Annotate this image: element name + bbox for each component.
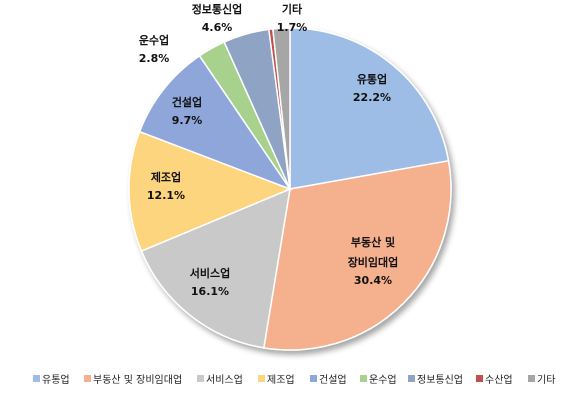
pie-slice-3 xyxy=(140,187,291,349)
legend-label-2: 부동산 및 장비임대업 xyxy=(93,373,182,386)
pie-slice-2 xyxy=(262,159,452,351)
legend-label-9: 기타 xyxy=(537,374,555,386)
legend-swatch-9 xyxy=(528,375,535,382)
slice-label-2-line-1: 부동산 및 xyxy=(351,235,395,249)
slice-label-5-line-1: 건설업 xyxy=(172,95,202,109)
legend-swatch-8 xyxy=(476,375,483,382)
slice-label-9-line-1: 기타 xyxy=(282,2,303,16)
slice-value-5: 9.7% xyxy=(172,114,203,127)
legend: 유통업 부동산 및 장비임대업 서비스업 제조업 건설업 운수업 정보통신업 수산업 기타 xyxy=(33,373,555,386)
pie-slice-1 xyxy=(289,27,450,190)
legend-swatch-4 xyxy=(258,375,265,382)
legend-swatch-7 xyxy=(408,375,415,382)
slice-value-1: 22.2% xyxy=(353,91,391,104)
legend-item-8: 수산업 xyxy=(476,373,513,386)
legend-swatch-3 xyxy=(197,375,204,382)
legend-item-6: 운수업 xyxy=(360,373,397,386)
pie-slices xyxy=(128,27,452,351)
legend-label-4: 제조업 xyxy=(267,373,295,386)
slice-label-2-line-2: 장비임대업 xyxy=(348,255,399,269)
legend-swatch-6 xyxy=(360,375,367,382)
legend-item-1: 유통업 xyxy=(33,373,70,386)
legend-swatch-5 xyxy=(310,375,317,382)
slice-value-6: 2.8% xyxy=(139,52,170,65)
legend-item-3: 서비스업 xyxy=(197,373,243,386)
legend-label-6: 운수업 xyxy=(369,373,397,386)
slice-value-3: 16.1% xyxy=(191,285,229,298)
slice-label-4-line-1: 제조업 xyxy=(151,170,181,184)
pie-slice-5 xyxy=(138,54,292,191)
legend-item-9: 기타 xyxy=(528,374,555,386)
slice-value-9: 1.7% xyxy=(277,21,308,34)
slice-value-2: 30.4% xyxy=(354,274,392,287)
legend-label-7: 정보통신업 xyxy=(417,373,463,386)
pie-slice-9 xyxy=(272,27,291,190)
legend-item-7: 정보통신업 xyxy=(408,373,463,386)
slice-value-4: 12.1% xyxy=(147,189,185,202)
slice-label-3-line-1: 서비스업 xyxy=(190,266,230,280)
legend-item-5: 건설업 xyxy=(310,373,347,386)
legend-item-4: 제조업 xyxy=(258,373,295,386)
slice-label-6-line-1: 운수업 xyxy=(139,34,169,47)
legend-swatch-1 xyxy=(33,375,40,382)
legend-label-5: 건설업 xyxy=(319,373,347,386)
legend-label-1: 유통업 xyxy=(42,373,70,386)
legend-label-8: 수산업 xyxy=(485,373,513,386)
slice-value-7: 4.6% xyxy=(202,21,233,34)
slice-label-7-line-1: 정보통신업 xyxy=(192,2,243,16)
legend-item-2: 부동산 및 장비임대업 xyxy=(84,373,182,386)
legend-label-3: 서비스업 xyxy=(206,373,243,386)
pie-slice-4 xyxy=(128,130,293,253)
slice-label-1-line-1: 유통업 xyxy=(357,73,387,86)
legend-swatch-2 xyxy=(84,375,91,382)
